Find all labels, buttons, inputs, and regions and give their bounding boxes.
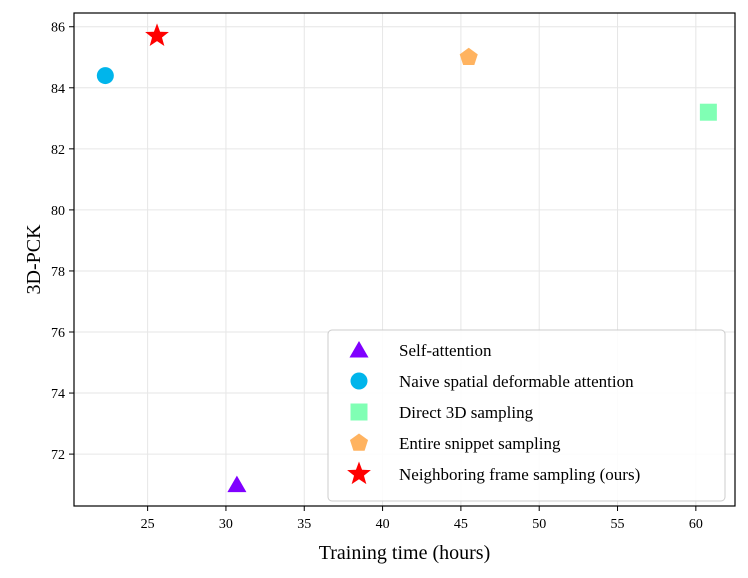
y-tick-label: 78 [51, 265, 65, 280]
plot-frame [73, 12, 736, 507]
legend-marker-square [350, 403, 368, 421]
x-axis-title: Training time (hours) [319, 542, 490, 564]
y-tick-label: 74 [51, 387, 65, 402]
legend-label: Neighboring frame sampling (ours) [399, 465, 640, 484]
data-point-square [699, 103, 717, 121]
legend-marker-pentagon [349, 433, 369, 451]
x-tick-label: 40 [376, 517, 390, 532]
legend-label: Direct 3D sampling [399, 403, 534, 422]
y-tick-label: 84 [51, 82, 65, 97]
y-axis-ticks: 72 74 76 78 80 82 84 86 [51, 21, 74, 463]
x-tick-label: 45 [454, 517, 468, 532]
legend-box [327, 329, 726, 502]
data-point-pentagon [459, 47, 478, 65]
x-tick-label: 25 [141, 517, 155, 532]
x-tick-label: 50 [532, 517, 546, 532]
legend: Self-attention Naive spatial deformable a… [327, 329, 726, 502]
legend-label: Naive spatial deformable attention [399, 372, 634, 391]
legend-label: Entire snippet sampling [399, 434, 561, 453]
y-tick-label: 80 [51, 204, 65, 219]
x-tick-label: 60 [689, 517, 703, 532]
x-axis-ticks: 25 30 35 40 45 50 55 60 [141, 506, 703, 532]
data-point-triangle [227, 475, 247, 493]
legend-marker-triangle [349, 341, 369, 358]
y-tick-label: 72 [51, 448, 65, 463]
y-tick-label: 76 [51, 326, 65, 341]
legend-marker-star [347, 461, 371, 485]
y-tick-label: 86 [51, 21, 65, 36]
y-tick-label: 82 [51, 143, 65, 158]
x-tick-label: 55 [611, 517, 625, 532]
legend-label: Self-attention [399, 341, 492, 360]
grid [74, 13, 735, 506]
x-tick-label: 35 [297, 517, 311, 532]
data-points [96, 23, 717, 493]
data-point-star [145, 23, 169, 47]
y-axis-title: 3D-PCK [23, 224, 45, 295]
data-point-circle [96, 67, 114, 85]
legend-marker-circle [350, 372, 368, 390]
x-tick-label: 30 [219, 517, 233, 532]
